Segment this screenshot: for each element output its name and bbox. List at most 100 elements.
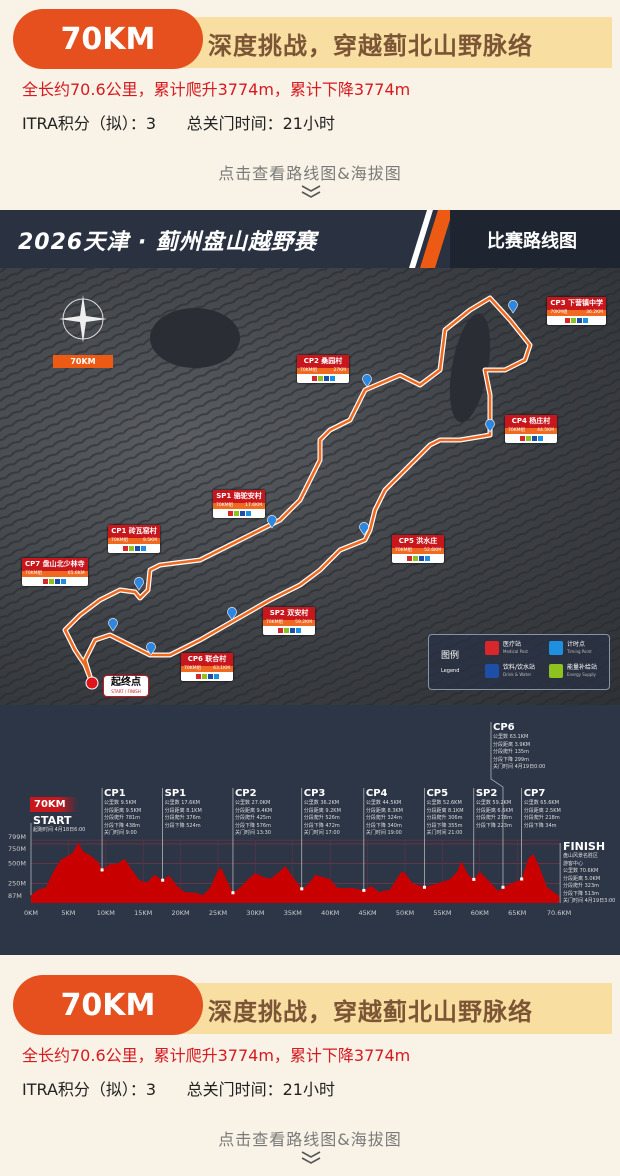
checkpoint-detail: 分段下降 299m bbox=[492, 756, 529, 763]
start-finish-label: 起终点 START / FINISH bbox=[103, 675, 149, 697]
station-label-cp1[interactable]: CP1 砖瓦窑村 70KM组 9.5KM bbox=[108, 525, 160, 553]
station-services bbox=[392, 554, 444, 563]
legend-item: 计时点 Timing Point bbox=[549, 641, 592, 655]
checkpoint-detail: 分段距离 9.2KM bbox=[303, 807, 341, 814]
checkpoint-title: CP6 bbox=[492, 722, 515, 733]
checkpoint-detail: 分段距离 8.3KM bbox=[365, 807, 403, 814]
station-label-cp4[interactable]: CP4 杨庄村 70KM组 44.5KM bbox=[505, 415, 557, 443]
checkpoint-detail: 游客中心 bbox=[563, 860, 584, 867]
location-pin-icon[interactable] bbox=[485, 419, 495, 433]
legend-label-en: Timing Point bbox=[567, 649, 592, 654]
location-pin-icon[interactable] bbox=[146, 642, 156, 656]
race-route-line bbox=[63, 296, 532, 684]
station-km: 27KM bbox=[333, 368, 346, 373]
station-distance-row: 70KM组 9.5KM bbox=[108, 538, 160, 544]
group-label: 70KM组 bbox=[184, 666, 202, 671]
start-label: START 起跑时间 4月18日6:00 bbox=[33, 815, 85, 835]
banana-icon bbox=[525, 436, 531, 441]
station-km: 59.2KM bbox=[295, 620, 312, 625]
medical-cross-icon bbox=[122, 546, 128, 551]
station-title: CP4 杨庄村 bbox=[505, 415, 557, 428]
itra-points: ITRA积分（拟）：3 bbox=[22, 1080, 157, 1099]
location-pin-icon[interactable] bbox=[134, 577, 144, 591]
route-map[interactable]: 70KM CP3 下营镇中学 70KM组 36.2KM CP2 桑园村 70KM组 27K… bbox=[0, 268, 620, 705]
station-services bbox=[213, 509, 265, 518]
drink-cup-icon bbox=[485, 664, 499, 678]
elevation-chart: 799M 750M 500M 250M 87M 0KM 5KM 10KM 15KM 20KM 25K… bbox=[8, 722, 571, 917]
intro-section-top: 70KM 深度挑战，穿越蓟北山野脉络 全长约70.6公里，累计爬升3774m，累… bbox=[0, 0, 620, 210]
checkpoint-detail: 关门时间 9:00 bbox=[104, 830, 137, 836]
checkpoint-title: CP4 bbox=[365, 788, 388, 799]
location-pin-icon[interactable] bbox=[508, 300, 518, 314]
location-pin-icon[interactable] bbox=[267, 515, 277, 529]
legend-label: 能量补给站 bbox=[567, 664, 598, 671]
checkpoint-detail: 公里数 59.2KM bbox=[475, 800, 512, 806]
checkpoint-detail: 分段下降 438m bbox=[104, 822, 141, 829]
race-title: 2026天津 · 蓟州盘山越野赛 bbox=[18, 230, 317, 255]
medical-cross-icon bbox=[277, 628, 283, 633]
group-label: 70KM组 bbox=[25, 571, 43, 576]
station-label-cp7[interactable]: CP7 盘山北少林寺 70KM组 65.6KM bbox=[22, 558, 88, 586]
checkpoint-marker bbox=[362, 888, 366, 892]
banana-icon bbox=[283, 628, 289, 633]
start-finish-marker[interactable] bbox=[85, 676, 99, 690]
x-tick-label: 45KM bbox=[359, 909, 377, 917]
group-label: 70KM组 bbox=[216, 503, 234, 508]
stopwatch-icon bbox=[549, 641, 563, 655]
checkpoint-title: START bbox=[33, 814, 72, 827]
checkpoint-title: CP5 bbox=[426, 788, 449, 799]
checkpoint-title: CP7 bbox=[523, 788, 546, 799]
cutoff-time: 总关门时间：21小时 bbox=[186, 114, 335, 133]
checkpoint-title: SP2 bbox=[475, 788, 498, 799]
x-tick-label: 65KM bbox=[508, 909, 526, 917]
station-title: SP1 骆驼安村 bbox=[213, 490, 265, 503]
station-services bbox=[263, 626, 315, 635]
group-label: 70KM组 bbox=[395, 548, 413, 553]
double-chevron-down-icon[interactable] bbox=[300, 184, 322, 198]
checkpoint-detail: 关门时间 4月19日0:00 bbox=[492, 764, 546, 770]
station-km: 9.5KM bbox=[143, 538, 157, 543]
drink-cup-icon bbox=[239, 511, 245, 516]
station-label-cp2[interactable]: CP2 桑园村 70KM组 27KM bbox=[297, 355, 349, 383]
view-map-link[interactable]: 点击查看路线图&海拔图 bbox=[218, 1130, 402, 1149]
checkpoint-detail: 分段爬升 306m bbox=[426, 815, 463, 821]
view-map-link[interactable]: 点击查看路线图&海拔图 bbox=[218, 164, 402, 183]
station-label-sp2[interactable]: SP2 双安村 70KM组 59.2KM bbox=[263, 607, 315, 635]
station-label-cp3[interactable]: CP3 下营镇中学 70KM组 36.2KM bbox=[547, 297, 606, 325]
double-chevron-down-icon[interactable] bbox=[300, 1150, 322, 1164]
location-pin-icon[interactable] bbox=[362, 374, 372, 388]
station-services bbox=[547, 316, 606, 325]
banana-icon bbox=[317, 376, 323, 381]
checkpoint-detail: 公里数 17.6KM bbox=[164, 800, 200, 806]
station-label-cp5[interactable]: CP5 洪水庄 70KM组 52.6KM bbox=[392, 535, 444, 563]
station-services bbox=[22, 577, 88, 586]
elevation-area bbox=[31, 842, 560, 903]
group-label: 70KM组 bbox=[508, 428, 526, 433]
group-label: 70KM组 bbox=[111, 538, 129, 543]
group-label: 70KM组 bbox=[266, 620, 284, 625]
checkpoint-label-cp2: CP2 公里数 27.0KM 分段距离 9.4KM 分段爬升 425m 分段下降 576… bbox=[235, 788, 272, 838]
checkpoint-detail: 分段爬升 781m bbox=[104, 815, 141, 821]
location-pin-icon[interactable] bbox=[359, 522, 369, 536]
distance-stats: 全长约70.6公里，累计爬升3774m，累计下降3774m bbox=[22, 80, 411, 99]
location-pin-icon[interactable] bbox=[227, 607, 237, 621]
stopwatch-icon bbox=[329, 376, 335, 381]
location-pin-icon[interactable] bbox=[108, 618, 118, 632]
x-tick-label: 15KM bbox=[134, 909, 152, 917]
checkpoint-detail: 关门时间 19:00 bbox=[365, 830, 402, 836]
legend-label: 医疗站 bbox=[503, 641, 522, 648]
checkpoint-detail: 公里数 36.2KM bbox=[303, 800, 340, 806]
reservoir-east bbox=[449, 313, 491, 423]
station-label-cp6[interactable]: CP6 联合村 70KM组 63.1KM bbox=[181, 653, 233, 681]
legend-item: 医疗站 Medical Post bbox=[485, 641, 528, 655]
station-label-sp1[interactable]: SP1 骆驼安村 70KM组 17.6KM bbox=[213, 490, 265, 518]
checkpoint-marker bbox=[472, 877, 476, 881]
banana-icon bbox=[549, 664, 563, 678]
checkpoint-label-cp5: CP5 公里数 52.6KM 分段距离 8.1KM 分段爬升 306m 分段下降 355… bbox=[426, 788, 463, 838]
start-finish-title: 起终点 bbox=[111, 677, 141, 688]
station-km: 65.6KM bbox=[67, 571, 85, 576]
legend-label: 饮料/饮水站 bbox=[503, 664, 536, 671]
banana-icon bbox=[412, 556, 418, 561]
y-tick-label: 750M bbox=[8, 845, 26, 853]
checkpoint-detail: 公里数 44.5KM bbox=[365, 800, 402, 806]
